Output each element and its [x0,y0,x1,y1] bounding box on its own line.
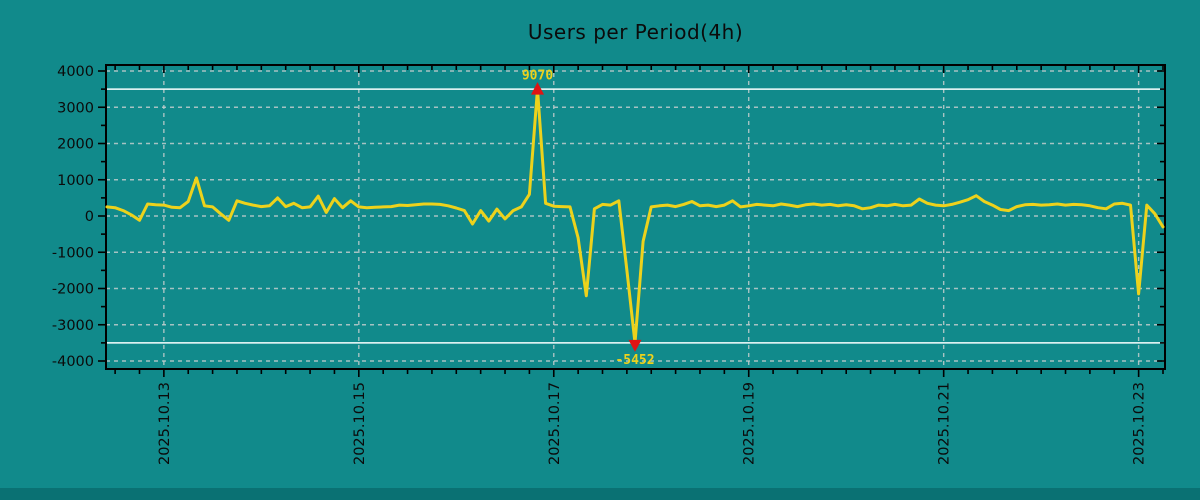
y-tick-label: 0 [85,209,94,225]
x-tick-label: 2025.10.23 [1132,382,1148,465]
max-value-label: 9070 [522,69,553,84]
max-marker-triangle [531,82,545,95]
x-tick-label: 2025.10.19 [742,382,758,465]
y-tick-label: -1000 [52,245,94,261]
chart-title: Users per Period(4h) [527,20,744,44]
y-tick-label: 3000 [57,100,94,116]
plot-frame [105,64,1166,370]
min-value-label: -5452 [615,353,654,368]
y-tick-label: -2000 [52,282,94,298]
x-tick-label: 2025.10.17 [547,382,563,465]
x-tick-label: 2025.10.15 [352,382,368,465]
y-tick-label: -4000 [52,354,94,370]
x-tick-label: 2025.10.21 [937,382,953,465]
min-marker-triangle [628,339,642,352]
bottom-bar [0,488,1200,500]
y-tick-label: 4000 [57,64,94,80]
y-tick-label: -3000 [52,318,94,334]
x-tick-label: 2025.10.13 [157,382,173,465]
y-tick-label: 2000 [57,137,94,153]
y-tick-label: 1000 [57,173,94,189]
